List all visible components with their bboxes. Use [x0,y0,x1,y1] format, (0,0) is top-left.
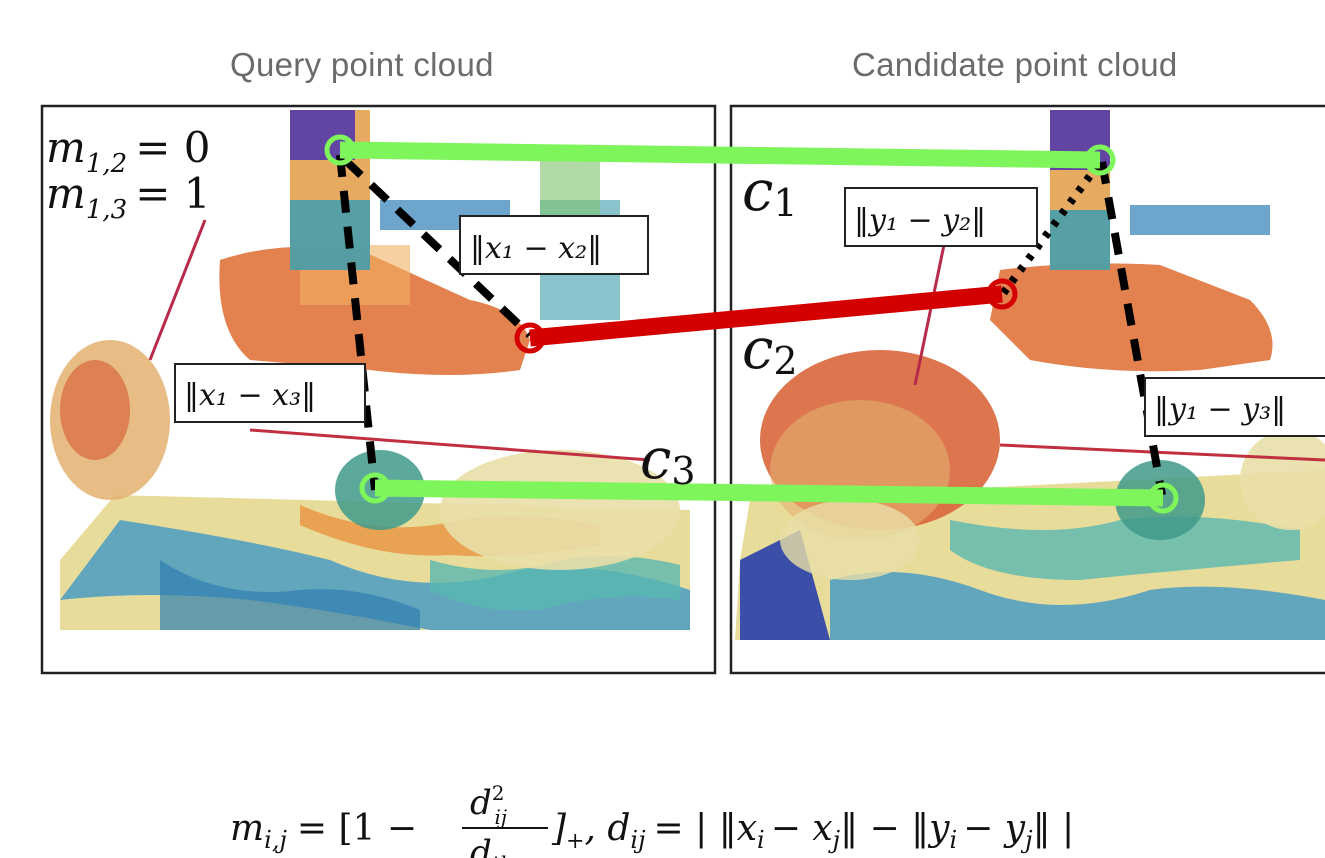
svg-text:mi,j= [1 −: mi,j = [1 − [230,808,417,854]
label-m13: m1,3 = 1 [46,169,210,225]
point-x2-marker [514,322,546,354]
point-y2-marker [986,278,1018,310]
candidate-cloud-title: Candidate point cloud [852,46,1178,83]
candidate-panel-frame [729,104,1325,675]
query-panel-frame [40,104,717,675]
box-x1-x3: ‖x₁ − x₃‖ [174,363,366,423]
point-y3-marker [1147,482,1179,514]
point-x1-marker [324,134,356,166]
svg-text:‖y₁ − y₂‖: ‖y₁ − y₂‖ [854,203,986,238]
correspondence-diagram: m1,2 = 0 m1,3 = 1 c1 c2 c3 ‖x₁ − x₂‖ ‖x₁ −… [40,104,1325,675]
label-m12: m1,2 = 0 [46,123,210,179]
svg-text:‖x₁ − x₃‖: ‖x₁ − x₃‖ [184,378,316,413]
query-distance-x1-x2 [342,157,533,338]
query-distance-x1-x3 [336,154,379,491]
correspondence-c2 [529,285,1003,347]
label-c3: c3 [640,427,696,493]
box-y1-y2: ‖y₁ − y₂‖ [844,187,1038,247]
svg-text:]+, dij= | ‖xi− xj‖ − ‖yi− yj‖: ]+, dij = | ‖xi − xj‖ − ‖yi − yj‖ | [551,808,1074,854]
svg-text:‖y₁ − y₃‖: ‖y₁ − y₃‖ [1154,392,1286,427]
box-y1-y3: ‖y₁ − y₃‖ [1144,377,1325,437]
candidate-distance-y1-y3 [1098,161,1166,496]
query-point-cloud [42,106,715,673]
correspondence-c1 [339,141,1101,169]
svg-text:dthr: dthr [470,833,524,858]
label-c2: c2 [742,317,798,383]
query-cloud-title: Query point cloud [230,46,494,83]
point-y1-marker [1084,144,1116,176]
label-c1: c1 [742,159,798,225]
point-x3-marker [359,472,391,504]
correspondence-c3 [374,479,1164,507]
box-x1-x2: ‖x₁ − x₂‖ [459,215,649,275]
svg-text:‖x₁ − x₂‖: ‖x₁ − x₂‖ [470,231,602,266]
